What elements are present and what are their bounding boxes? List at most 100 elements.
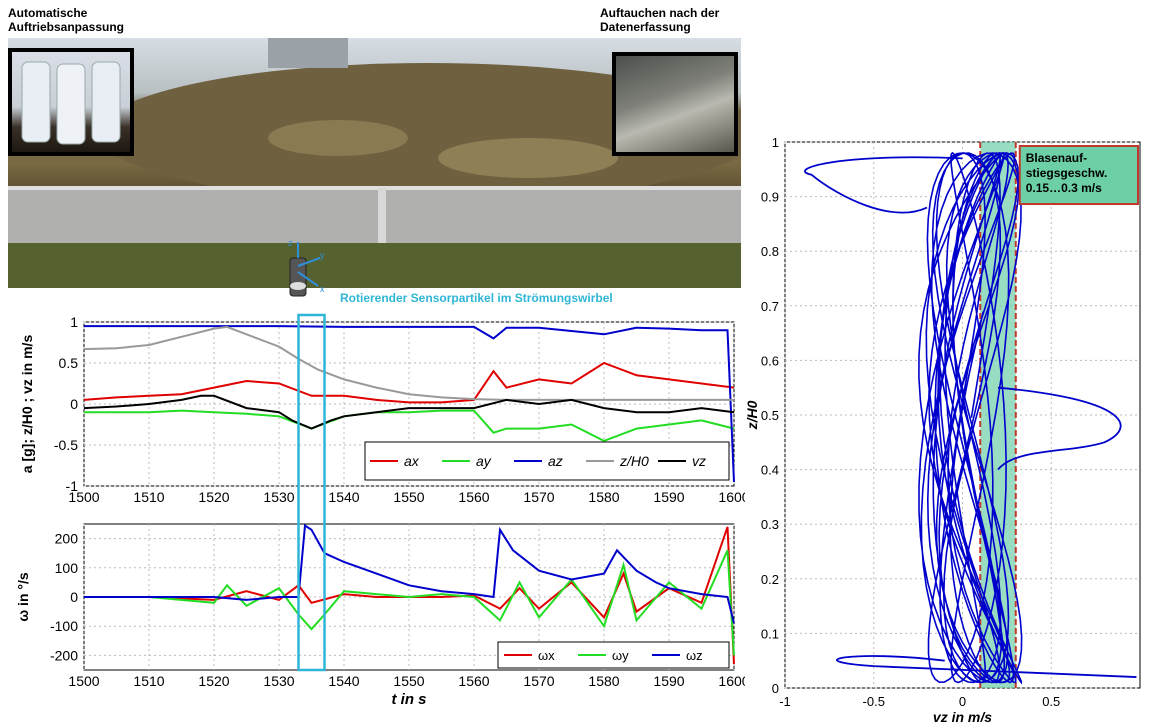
x-tick-label: 1590: [653, 673, 684, 689]
y-tick-label: 0: [772, 681, 779, 696]
caption-top-left: Automatische Auftriebsanpassung: [8, 6, 124, 34]
bubble-annotation-text: 0.15…0.3 m/s: [1026, 181, 1102, 195]
x-tick-label: 0.5: [1042, 694, 1060, 709]
surfacing-inset: [612, 52, 738, 156]
excursion-line: [836, 655, 1137, 678]
x-tick-label: 1500: [68, 673, 99, 689]
x-tick-label: 1550: [393, 489, 424, 505]
x-tick-label: 1510: [133, 673, 164, 689]
x-tick-label: 1510: [133, 489, 164, 505]
bubble-annotation-box: [1018, 145, 1139, 205]
foam-patch: [438, 138, 618, 178]
bridge: [268, 38, 348, 68]
x-tick-label: 1540: [328, 673, 359, 689]
buoyancy-inset: [8, 48, 134, 156]
sensor-bottles-icon: [21, 61, 121, 145]
x-tick-label: 1530: [263, 489, 294, 505]
x-tick-label: 1570: [523, 673, 554, 689]
caption-line: Datenerfassung: [600, 20, 691, 34]
legend-top: ax ay az z/H0 vz: [364, 441, 730, 481]
x-tick-label: 1580: [588, 489, 619, 505]
legend-bottom: ωx ωy ωz: [497, 641, 730, 669]
x-tick-label: 1500: [68, 489, 99, 505]
x-tick-label: 0: [959, 694, 966, 709]
y-tick-label: 200: [55, 531, 79, 547]
clarifier-illustration: [8, 38, 741, 288]
y-tick-label: 0.5: [761, 408, 779, 423]
bubble-annotation-text: Blasenauf-: [1026, 151, 1087, 165]
caption-line: Auftriebsanpassung: [8, 20, 125, 34]
x-tick-label: -0.5: [863, 694, 885, 709]
series-vz-line: [83, 394, 735, 430]
time-series-charts: Rotierender Sensorpartikel im Strömungsw…: [15, 291, 745, 708]
caption-top-right: Auftauchen nach der Datenerfassung: [600, 6, 719, 34]
svg-text:z: z: [288, 238, 293, 248]
x-tick-label: 1560: [458, 489, 489, 505]
x-tick-label: 1520: [198, 489, 229, 505]
legend-label: ωx: [538, 648, 555, 663]
series-az-line: [84, 325, 735, 482]
y-tick-label: 100: [55, 560, 79, 576]
y-tick-label: -200: [50, 647, 78, 663]
x-tick-label: 1550: [393, 673, 424, 689]
y-tick-label: 0: [70, 396, 78, 412]
pipe: [378, 188, 386, 248]
x-tick-label: 1600: [718, 489, 745, 505]
svg-text:y: y: [320, 250, 325, 260]
y-tick-label: 0.5: [59, 355, 79, 371]
legend-label: ax: [404, 453, 420, 469]
y-tick-label: 0.1: [761, 626, 779, 641]
legend-label: ωy: [612, 648, 629, 663]
clarifier-photo: [8, 38, 741, 288]
legend-label: ωz: [686, 648, 703, 663]
legend-label: vz: [692, 453, 706, 469]
legend-box: [497, 641, 730, 669]
series-z-line: [84, 523, 735, 624]
y-tick-label: 0.7: [761, 299, 779, 314]
y-axis-label: a [g]; z/H0 ; vz in m/s: [19, 335, 35, 474]
series-ay-line: [84, 409, 735, 442]
x-tick-label: 1560: [458, 673, 489, 689]
sensor-particle-icon: z y x: [288, 238, 325, 297]
excursion-line: [804, 156, 963, 214]
y-tick-label: 1: [70, 314, 78, 330]
trajectory-line: [918, 151, 1023, 685]
excursion-line: [997, 386, 1122, 471]
grass: [8, 243, 741, 288]
y-tick-label: 0.8: [761, 244, 779, 259]
legend-label: ay: [476, 453, 492, 469]
caption-line: Automatische: [8, 6, 88, 20]
x-axis-label: t in s: [391, 691, 426, 708]
x-tick-label: 1540: [328, 489, 359, 505]
y-tick-label: 0.6: [761, 353, 779, 368]
legend-label: az: [548, 453, 563, 469]
series-y-line: [84, 549, 735, 656]
rotating-particle-caption: Rotierender Sensorpartikel im Strömungsw…: [340, 291, 613, 305]
basin-wall: [8, 188, 741, 243]
y-tick-label: 0.9: [761, 190, 779, 205]
y-axis-label: ω in °/s: [15, 572, 31, 622]
y-tick-label: 0: [70, 589, 78, 605]
bubble-annotation: Blasenauf-stiegsgeschw.0.15…0.3 m/s: [1018, 145, 1139, 205]
y-axis-label: z/H0: [745, 400, 760, 430]
x-tick-label: 1580: [588, 673, 619, 689]
x-tick-label: 1520: [198, 673, 229, 689]
velocity-height-chart: 10.90.80.70.60.50.40.30.20.10-1 -0.5 0 0.5B…: [745, 135, 1141, 722]
x-axis-label: vz in m/s: [933, 709, 992, 722]
x-tick-label: -1: [779, 694, 791, 709]
y-tick-label: 1: [772, 135, 779, 150]
svg-text:x: x: [320, 284, 325, 294]
y-tick-label: -0.5: [54, 437, 78, 453]
highlight-box: [297, 313, 326, 672]
bubble-annotation-text: stiegsgeschw.: [1026, 166, 1108, 180]
foam-patch: [268, 120, 408, 156]
y-tick-label: 0.3: [761, 517, 779, 532]
x-tick-label: 1600: [718, 673, 745, 689]
y-tick-label: 0.4: [761, 463, 779, 478]
y-tick-label: -100: [50, 618, 78, 634]
series-ax-line: [83, 361, 735, 404]
caption-line: Auftauchen nach der: [600, 6, 720, 20]
x-tick-label: 1590: [653, 489, 684, 505]
x-tick-label: 1570: [523, 489, 554, 505]
y-tick-label: -1: [66, 478, 79, 494]
